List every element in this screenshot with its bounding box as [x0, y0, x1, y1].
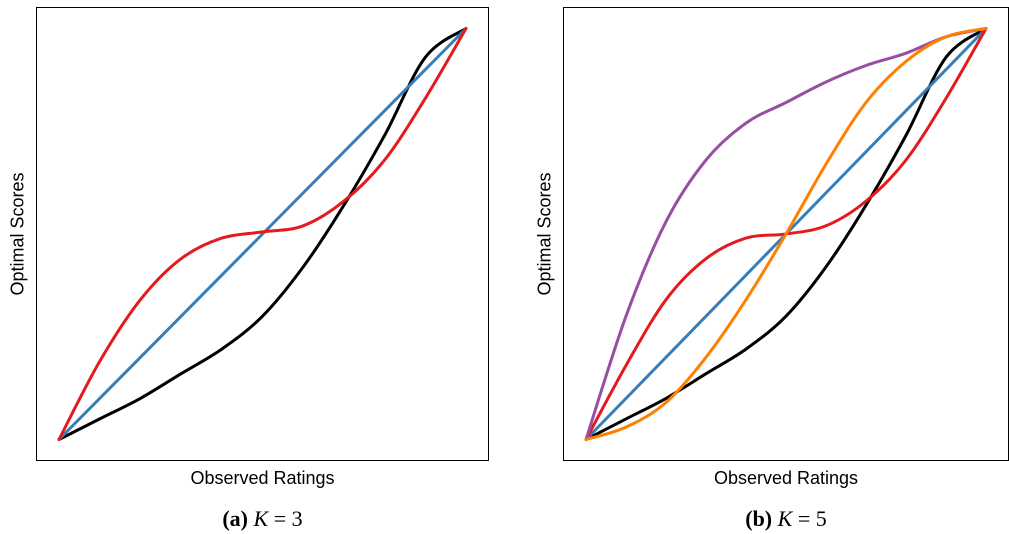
caption-value: 5	[815, 506, 827, 531]
panel-caption: (b) K = 5	[563, 506, 1009, 532]
x-axis-label: Observed Ratings	[190, 468, 335, 488]
chart-svg	[584, 27, 988, 441]
series-line-0	[584, 27, 988, 441]
series-line-0	[57, 27, 468, 441]
chart-svg	[57, 27, 468, 441]
series-line-2	[57, 27, 468, 441]
y-axis-label: Optimal Scores	[534, 172, 555, 296]
caption-tag: (a)	[222, 506, 249, 531]
panel-b: Optimal Scores Observed Ratings (b) K = …	[527, 0, 1009, 534]
series-line-4	[584, 27, 988, 441]
caption-variable: K	[777, 506, 793, 531]
caption-variable: K	[253, 506, 269, 531]
panel-caption: (a) K = 3	[36, 506, 489, 532]
series-line-3	[584, 27, 988, 441]
panel-a: Optimal Scores Observed Ratings (a) K = …	[0, 0, 504, 534]
caption-tag: (b)	[745, 506, 773, 531]
caption-equals: =	[792, 506, 816, 531]
series-line-1	[57, 27, 468, 441]
y-axis-label: Optimal Scores	[7, 172, 28, 296]
plot-area	[36, 7, 489, 461]
plot-area	[563, 7, 1009, 461]
x-axis-label: Observed Ratings	[713, 468, 859, 488]
caption-value: 3	[291, 506, 303, 531]
caption-equals: =	[268, 506, 292, 531]
